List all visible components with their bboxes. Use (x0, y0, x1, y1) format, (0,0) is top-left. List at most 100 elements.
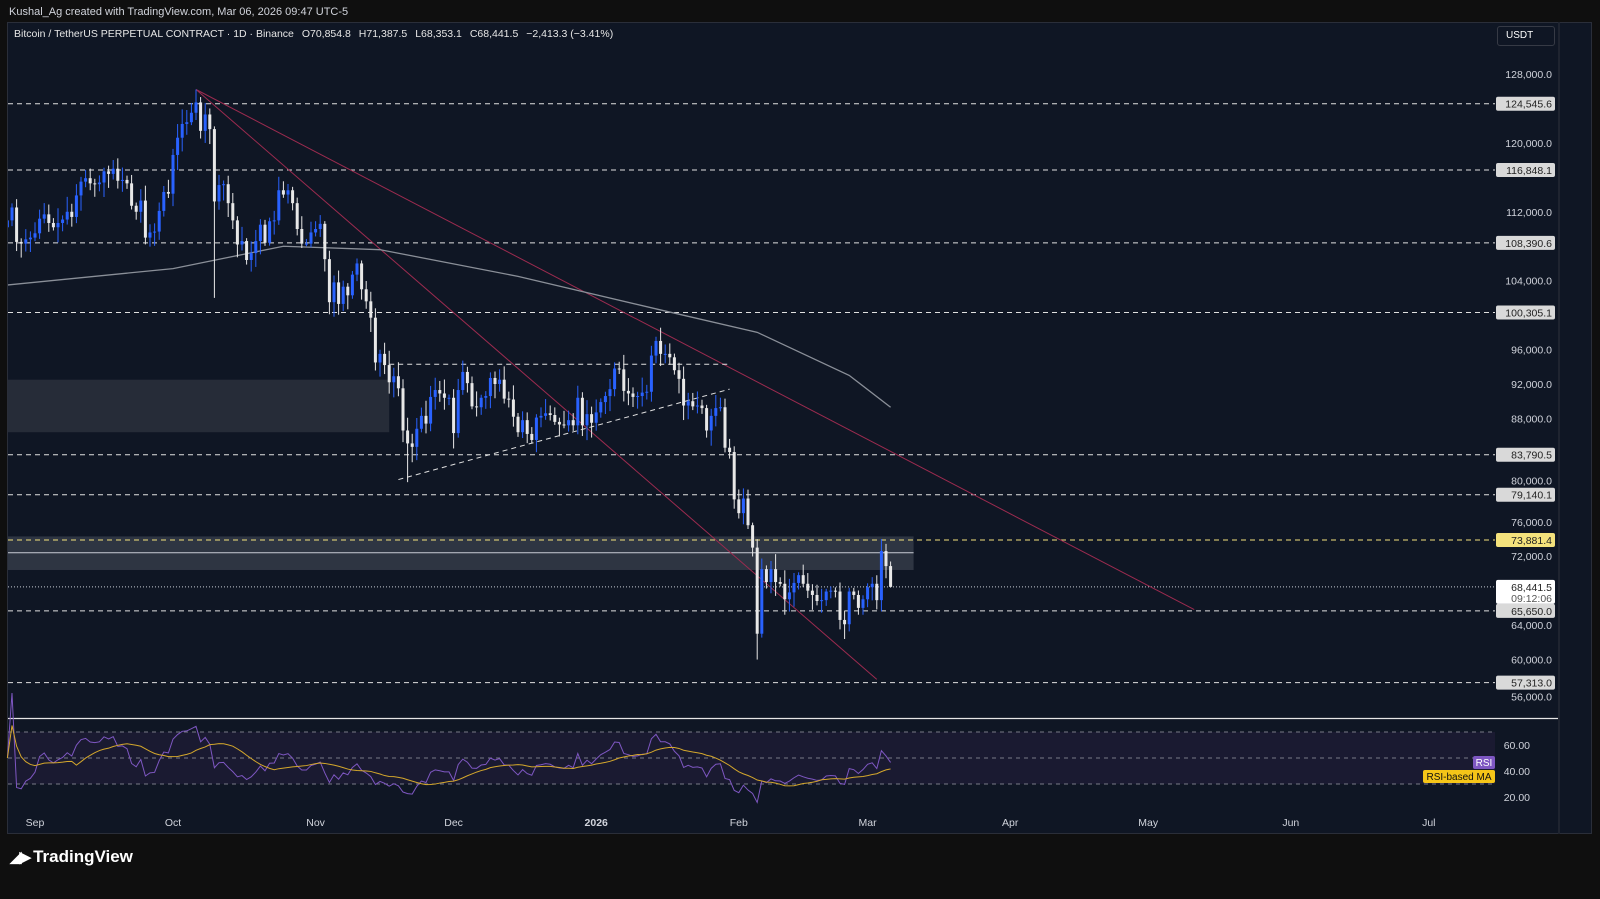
candle-body (360, 263, 364, 290)
candle (797, 572, 801, 590)
candle-body (185, 122, 189, 124)
candle-body (631, 393, 635, 397)
candle (461, 360, 465, 395)
rsi-axis-label: 40.00 (1504, 766, 1530, 778)
candle (861, 595, 865, 615)
price-axis-label: 128,000.0 (1505, 69, 1552, 81)
candle (212, 126, 216, 298)
candle-body (51, 222, 55, 228)
candle (488, 372, 492, 409)
candle-body (654, 340, 658, 356)
candle-body (677, 370, 681, 379)
candle-body (465, 371, 469, 384)
candle-body (203, 114, 207, 131)
candle (268, 217, 272, 246)
candle (28, 231, 32, 253)
level-price-tag (1496, 235, 1555, 250)
candle (539, 407, 543, 428)
candle-body (19, 241, 23, 244)
candle (866, 583, 870, 608)
candle (47, 204, 51, 232)
candle-body (323, 223, 327, 260)
candle-body (838, 591, 842, 620)
candle-body (208, 114, 212, 130)
candle-body (530, 433, 534, 440)
candle (337, 270, 341, 315)
candle-body (387, 365, 391, 383)
candle-body (222, 184, 226, 186)
candle (74, 184, 78, 224)
candle-body (350, 274, 354, 296)
candle (185, 109, 189, 135)
candle (61, 215, 65, 232)
candle (378, 349, 382, 377)
candle-body (139, 200, 143, 212)
candle (33, 222, 37, 242)
symbol-legend: Bitcoin / TetherUS PERPETUAL CONTRACT · … (14, 28, 618, 40)
candle (544, 399, 548, 420)
time-axis-label: Jul (1422, 817, 1435, 829)
candle-body (613, 368, 617, 390)
candle (557, 417, 561, 437)
candle (162, 185, 166, 217)
price-axis-label: 60,000.0 (1511, 655, 1552, 667)
level-price-tag (1496, 487, 1555, 502)
candle (792, 572, 796, 607)
candle-body (493, 377, 497, 384)
price-axis-label: 104,000.0 (1505, 276, 1552, 288)
candle-body (410, 443, 414, 447)
candle-body (194, 102, 198, 113)
candle (392, 367, 396, 398)
candle-body (548, 413, 552, 415)
candle-body (732, 452, 736, 500)
candle (410, 433, 414, 463)
candle (249, 241, 253, 272)
candle (879, 538, 883, 612)
candle-body (327, 259, 331, 303)
candle (654, 336, 658, 364)
candle (42, 203, 46, 224)
candle (65, 196, 69, 225)
candle (801, 564, 805, 588)
chart-credit: Kushal_Ag created with TradingView.com, … (9, 6, 349, 18)
candle (824, 588, 828, 606)
candle-body (24, 239, 28, 244)
candle-body (111, 168, 115, 174)
candle (56, 208, 60, 243)
time-axis-label: Oct (165, 817, 181, 829)
candle (116, 158, 120, 189)
candle (663, 344, 667, 364)
candle (240, 226, 244, 251)
time-axis-label: Mar (859, 817, 878, 829)
candle-body (870, 583, 874, 588)
price-axis-label: 64,000.0 (1511, 620, 1552, 632)
candle-body (801, 575, 805, 584)
candle-body (143, 200, 147, 238)
candle (323, 221, 327, 272)
candle-body (760, 569, 764, 634)
candle (484, 391, 488, 409)
candle-body (714, 408, 718, 416)
candle-body (539, 415, 543, 418)
candle (258, 219, 262, 255)
candle-body (852, 591, 856, 595)
candle (373, 308, 377, 371)
candle (470, 376, 474, 410)
candle-body (97, 182, 101, 185)
candle-body (272, 220, 276, 222)
time-axis-label: Jun (1282, 817, 1299, 829)
candle-body (521, 420, 525, 433)
candle (79, 176, 83, 211)
candle-body (373, 317, 377, 363)
candle (659, 327, 663, 367)
currency-button[interactable]: USDT (1497, 26, 1555, 46)
candle (277, 176, 281, 225)
candle (189, 103, 193, 126)
candle (820, 588, 824, 613)
candle-body (723, 407, 727, 448)
candle (272, 210, 276, 235)
symbol-title[interactable]: Bitcoin / TetherUS PERPETUAL CONTRACT · … (14, 28, 294, 40)
candle (631, 387, 635, 408)
candle (194, 89, 198, 120)
